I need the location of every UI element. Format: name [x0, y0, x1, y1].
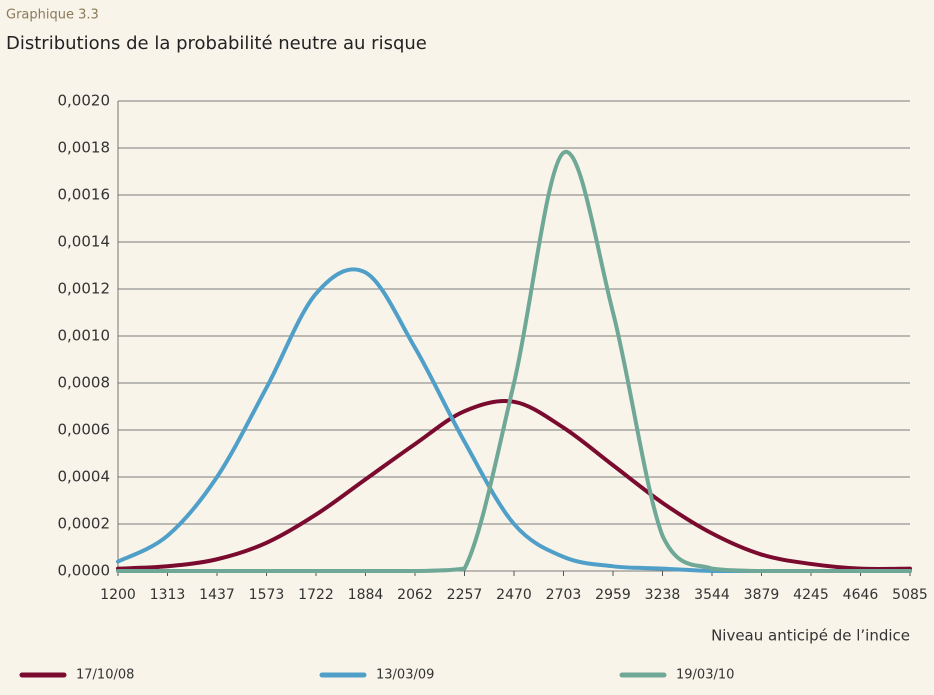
y-tick-label: 0,0020 [58, 92, 111, 110]
x-axis-label: Niveau anticipé de l’indice [711, 627, 910, 645]
y-tick-label: 0,0018 [58, 139, 111, 157]
x-tick-label: 1573 [249, 587, 285, 603]
x-tick-label: 3544 [694, 587, 730, 603]
x-tick-label: 1313 [150, 587, 186, 603]
legend-label: 19/03/10 [676, 668, 734, 683]
x-tick-label: 1884 [348, 587, 384, 603]
x-tick-label: 1722 [298, 587, 334, 603]
x-tick-label: 3879 [744, 587, 780, 603]
y-tick-label: 0,0002 [58, 515, 111, 533]
y-tick-label: 0,0004 [58, 468, 111, 486]
x-tick-label: 1437 [199, 587, 235, 603]
chart-label: Graphique 3.3 [6, 8, 99, 23]
y-tick-label: 0,0008 [58, 374, 111, 392]
x-tick-label: 2062 [397, 587, 433, 603]
x-tick-label: 5085 [892, 587, 928, 603]
y-tick-label: 0,0016 [58, 186, 111, 204]
x-tick-label: 3238 [645, 587, 681, 603]
y-tick-label: 0,0010 [58, 327, 111, 345]
y-tick-label: 0,0012 [58, 280, 111, 298]
legend-label: 13/03/09 [376, 668, 434, 683]
y-tick-label: 0,0014 [58, 233, 111, 251]
x-tick-label: 2470 [496, 587, 532, 603]
y-tick-label: 0,0000 [58, 562, 111, 580]
series-line [116, 149, 912, 574]
y-tick-label: 0,0006 [58, 421, 111, 439]
x-tick-label: 2257 [447, 587, 483, 603]
legend-label: 17/10/08 [76, 668, 134, 683]
x-tick-label: 1200 [100, 587, 136, 603]
chart-title: Distributions de la probabilité neutre a… [6, 33, 427, 54]
x-tick-label: 2959 [595, 587, 631, 603]
x-tick-label: 2703 [546, 587, 582, 603]
x-tick-label: 4245 [793, 587, 829, 603]
x-tick-label: 4646 [843, 587, 879, 603]
series-line [116, 399, 912, 571]
